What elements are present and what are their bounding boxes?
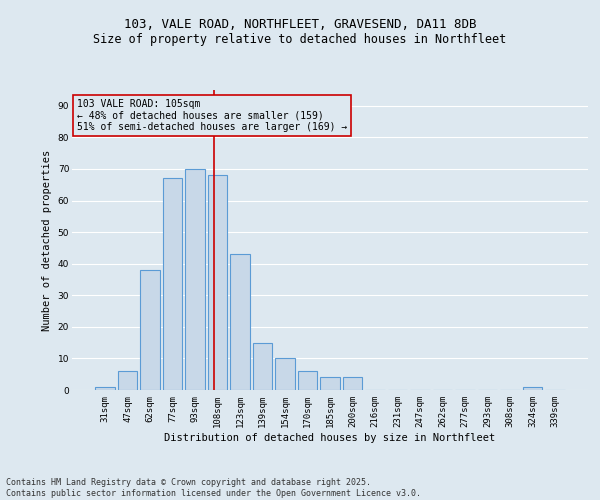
Bar [253,342,272,390]
Bar [343,378,362,390]
Text: Size of property relative to detached houses in Northfleet: Size of property relative to detached ho… [94,32,506,46]
Bar [275,358,295,390]
Bar [208,176,227,390]
Bar [163,178,182,390]
Bar [95,387,115,390]
Bar [320,378,340,390]
Bar [185,169,205,390]
Text: Contains HM Land Registry data © Crown copyright and database right 2025.
Contai: Contains HM Land Registry data © Crown c… [6,478,421,498]
Bar [118,371,137,390]
Bar [298,371,317,390]
Text: 103 VALE ROAD: 105sqm
← 48% of detached houses are smaller (159)
51% of semi-det: 103 VALE ROAD: 105sqm ← 48% of detached … [77,99,347,132]
Y-axis label: Number of detached properties: Number of detached properties [42,150,52,330]
Bar [230,254,250,390]
Bar [140,270,160,390]
X-axis label: Distribution of detached houses by size in Northfleet: Distribution of detached houses by size … [164,432,496,442]
Bar [523,387,542,390]
Text: 103, VALE ROAD, NORTHFLEET, GRAVESEND, DA11 8DB: 103, VALE ROAD, NORTHFLEET, GRAVESEND, D… [124,18,476,30]
